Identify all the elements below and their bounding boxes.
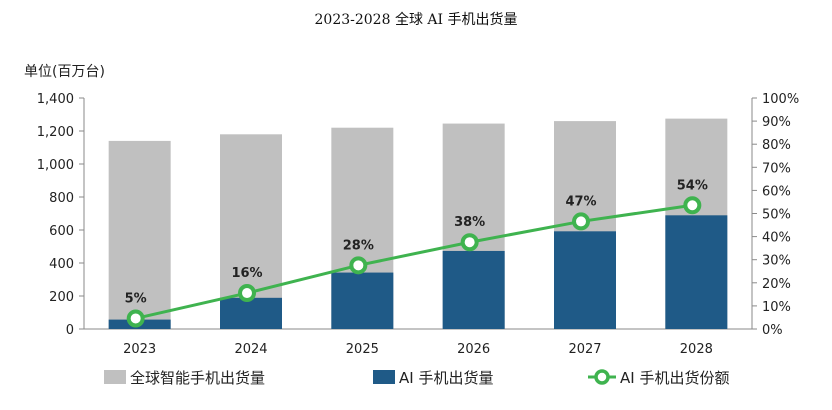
bar-ai-2026 — [442, 250, 505, 329]
y-axis-title: 单位(百万台) — [24, 64, 105, 80]
data-label-ai-share-2025: 28% — [343, 238, 374, 253]
bar-ai-2028 — [665, 215, 728, 329]
legend-swatch-ai — [373, 370, 395, 384]
x-tick-label: 2027 — [568, 342, 601, 357]
y2-tick-label: 80% — [762, 138, 791, 153]
x-tick-label: 2028 — [680, 342, 713, 357]
y-tick-label: 800 — [49, 191, 74, 206]
point-ai-share-2024 — [238, 284, 256, 303]
y2-tick-label: 0% — [762, 323, 783, 338]
y2-tick-label: 20% — [762, 277, 791, 292]
point-ai-share-2028 — [683, 196, 702, 215]
data-label-ai-share-2023: 5% — [125, 291, 147, 306]
data-label-ai-share-2024: 16% — [231, 266, 262, 281]
x-tick-label: 2023 — [123, 342, 156, 357]
y2-tick-label: 90% — [762, 115, 791, 130]
y2-tick-label: 60% — [762, 184, 791, 199]
y-tick-label: 200 — [49, 290, 74, 305]
y2-tick-label: 10% — [762, 300, 791, 315]
point-ai-share-2025 — [349, 256, 368, 275]
x-tick-label: 2025 — [346, 342, 379, 357]
data-label-ai-share-2027: 47% — [565, 194, 596, 209]
bar-total-2023 — [108, 140, 171, 329]
y-tick-label: 0 — [66, 323, 74, 338]
legend-swatch-total — [104, 370, 126, 384]
legend-label-total: 全球智能手机出货量 — [130, 369, 265, 387]
y2-tick-label: 50% — [762, 208, 791, 223]
y-tick-label: 400 — [49, 257, 74, 272]
legend-label-ai: AI 手机出货量 — [399, 369, 493, 387]
point-ai-share-2027 — [572, 212, 590, 231]
data-label-ai-share-2028: 54% — [677, 178, 708, 193]
point-ai-share-2023 — [126, 309, 145, 328]
x-tick-label: 2024 — [234, 342, 267, 357]
legend-swatch-share-marker — [594, 369, 610, 385]
point-ai-share-2026 — [460, 233, 479, 252]
y-tick-label: 1,000 — [37, 158, 74, 173]
y2-tick-label: 100% — [762, 92, 799, 107]
y-tick-label: 1,400 — [37, 92, 74, 107]
x-tick-label: 2026 — [457, 342, 490, 357]
y2-tick-label: 70% — [762, 161, 791, 176]
y-tick-label: 1,200 — [37, 125, 74, 140]
y2-tick-label: 30% — [762, 254, 791, 269]
line-ai-share — [135, 203, 693, 320]
data-label-ai-share-2026: 38% — [454, 215, 485, 230]
bar-ai-2025 — [331, 272, 394, 329]
y-tick-label: 600 — [49, 224, 74, 239]
legend-label-share: AI 手机出货份额 — [620, 369, 729, 387]
bar-ai-2024 — [220, 297, 282, 329]
y2-tick-label: 40% — [762, 231, 791, 246]
bar-ai-2027 — [554, 231, 616, 329]
chart-title: 2023-2028 全球 AI 手机出货量 — [314, 12, 518, 28]
